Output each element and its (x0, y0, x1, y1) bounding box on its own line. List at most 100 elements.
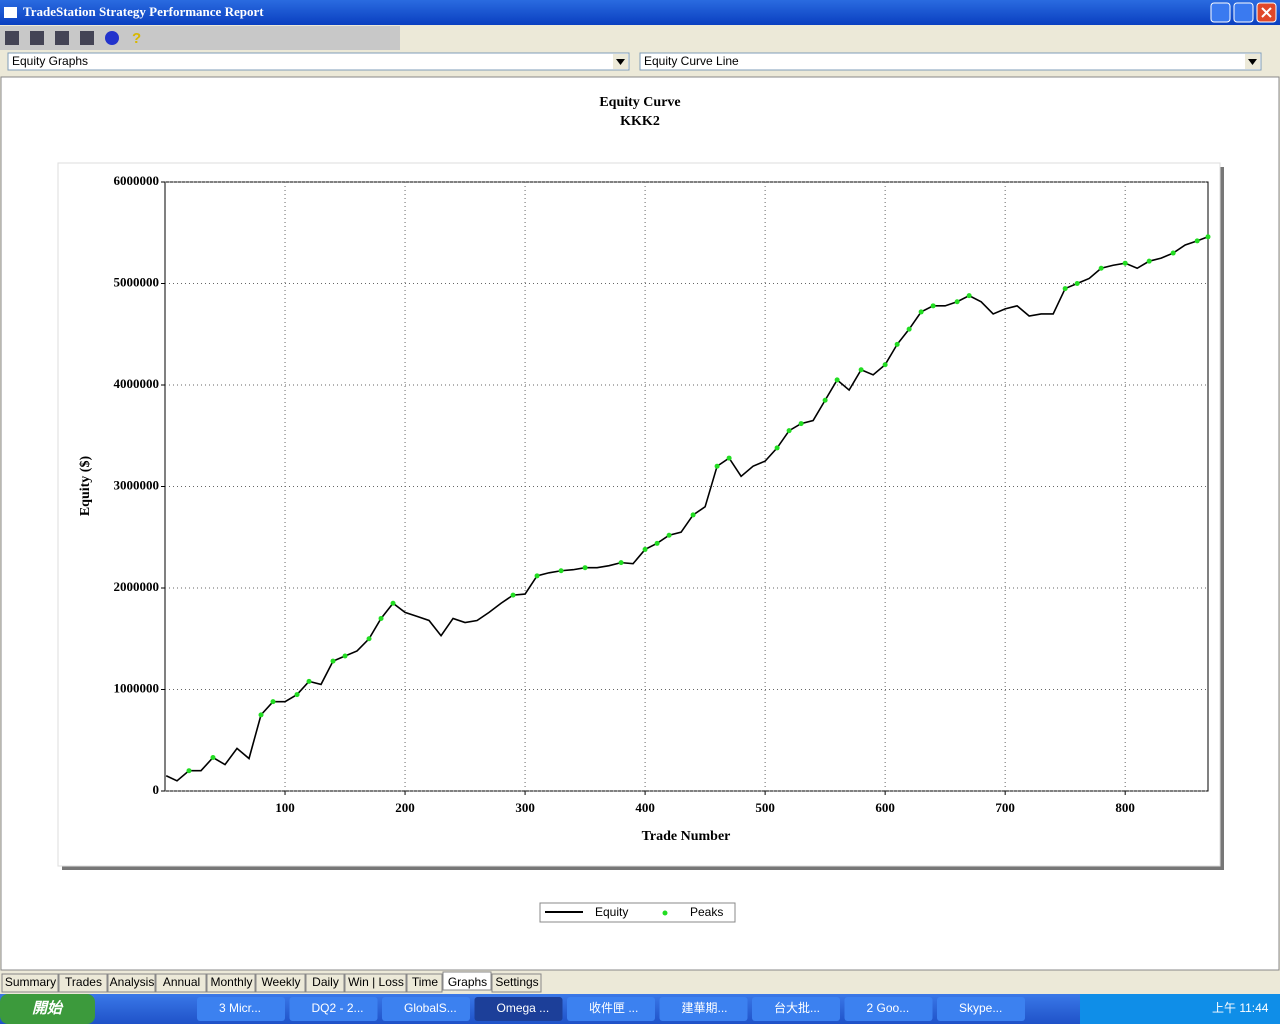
taskbar-label: 2 Goo... (867, 1001, 910, 1015)
tab[interactable] (305, 973, 345, 993)
tab-label: Win | Loss (348, 975, 404, 989)
peak-point (330, 658, 336, 664)
peak-point (534, 573, 540, 579)
peak-point (1205, 234, 1211, 240)
legend-label: Peaks (690, 905, 723, 919)
tab[interactable] (344, 973, 407, 993)
taskbar-button[interactable] (844, 997, 933, 1021)
peak-point (1194, 238, 1200, 244)
peak-point (930, 303, 936, 309)
tab-label: Analysis (110, 975, 155, 989)
peak-point (1062, 286, 1068, 292)
minimize-button[interactable] (1210, 2, 1231, 23)
tab-label: Annual (163, 975, 200, 989)
peak-point (918, 309, 924, 315)
arrow-icon (1248, 59, 1257, 65)
taskbar-button[interactable] (289, 997, 378, 1021)
x-tick-label: 500 (755, 800, 775, 815)
x-tick-label: 200 (395, 800, 415, 815)
selector-box[interactable] (639, 52, 1262, 71)
x-axis-label: Trade Number (642, 829, 731, 844)
peak-point (726, 455, 732, 461)
peak-point (642, 546, 648, 552)
start-button[interactable] (0, 994, 95, 1024)
peak-point (858, 367, 864, 373)
x-tick-label: 700 (995, 800, 1015, 815)
taskbar-button[interactable] (474, 997, 563, 1021)
tab-label: Weekly (261, 975, 300, 989)
app-icon (4, 7, 17, 18)
equity-line (165, 236, 1209, 782)
peak-point (882, 362, 888, 368)
peak-point (786, 428, 792, 434)
tab[interactable] (58, 973, 108, 993)
legend (539, 902, 736, 923)
peak-point (906, 326, 912, 332)
taskbar-button[interactable] (659, 997, 748, 1021)
y-tick-label: 5000000 (114, 274, 160, 289)
peak-point (342, 653, 348, 659)
clock: 上午 11:44 (1212, 1001, 1269, 1015)
start-label: 開始 (32, 1000, 64, 1017)
taskbar-label: Omega ... (497, 1001, 550, 1015)
tab[interactable] (155, 973, 207, 993)
peak-point (366, 636, 372, 642)
peak-point (582, 565, 588, 571)
tool-print[interactable] (80, 31, 94, 45)
peak-point (378, 615, 384, 621)
tab[interactable] (442, 971, 492, 991)
legend-label: Equity (595, 905, 628, 919)
tab[interactable] (406, 973, 443, 993)
peak-point (618, 560, 624, 566)
legend-dot (662, 910, 668, 916)
tab[interactable] (491, 973, 542, 993)
tool-help[interactable]: ? (132, 30, 141, 47)
peak-point (558, 568, 564, 574)
selector-text: Equity Curve Line (644, 54, 739, 68)
peak-point (1170, 250, 1176, 256)
peak-point (1074, 281, 1080, 286)
x-tick-label: 100 (275, 800, 295, 815)
maximize-button[interactable] (1233, 2, 1254, 23)
peak-point (822, 397, 828, 403)
taskbar-button[interactable] (382, 997, 470, 1021)
tab[interactable] (206, 973, 256, 993)
peak-point (294, 692, 300, 698)
peak-point (1146, 258, 1152, 264)
peak-point (258, 712, 264, 718)
tab[interactable] (255, 973, 306, 993)
chart-panel (57, 162, 1221, 867)
peak-point (834, 377, 840, 383)
taskbar-button[interactable] (752, 997, 840, 1021)
x-tick-label: 400 (635, 800, 655, 815)
tab-label: Monthly (210, 975, 252, 989)
taskbar-button[interactable] (937, 997, 1025, 1021)
taskbar-label: 收件匣 ... (589, 1001, 638, 1015)
taskbar-label: Skype... (959, 1001, 1002, 1015)
tool-save[interactable] (55, 31, 69, 45)
peak-point (186, 768, 192, 774)
peak-point (1122, 260, 1128, 266)
tab[interactable] (107, 973, 156, 993)
tool-properties[interactable] (5, 31, 19, 45)
tab[interactable] (1, 973, 59, 993)
peak-point (894, 341, 900, 347)
chart-title: Equity Curve (599, 95, 680, 110)
tool-target[interactable] (105, 31, 119, 45)
y-tick-label: 1000000 (114, 680, 160, 695)
taskbar-button[interactable] (567, 997, 655, 1021)
peak-point (270, 699, 276, 705)
peak-point (798, 421, 804, 427)
x-tick-label: 800 (1115, 800, 1135, 815)
taskbar-button[interactable] (197, 997, 285, 1021)
peak-point (666, 532, 672, 538)
selector-box[interactable] (7, 52, 630, 71)
close-icon (1261, 7, 1272, 18)
peak-point (774, 445, 780, 451)
tool-copy[interactable] (30, 31, 44, 45)
y-tick-label: 6000000 (114, 173, 160, 188)
taskbar-label: 3 Micr... (219, 1001, 261, 1015)
title-bar (0, 0, 1280, 25)
y-tick-label: 3000000 (114, 477, 160, 492)
